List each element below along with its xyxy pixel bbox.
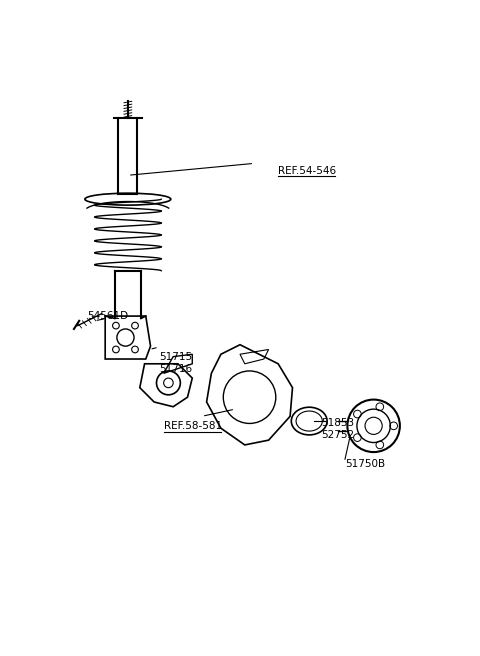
- Text: REF.54-546: REF.54-546: [278, 165, 336, 176]
- Text: 54561D: 54561D: [87, 311, 129, 321]
- Text: 51715: 51715: [159, 352, 192, 361]
- Text: 52752: 52752: [321, 430, 354, 440]
- Text: REF.58-581: REF.58-581: [164, 421, 222, 431]
- Text: 51716: 51716: [159, 363, 192, 373]
- Text: 51750B: 51750B: [345, 459, 385, 469]
- Text: 51853: 51853: [321, 419, 354, 428]
